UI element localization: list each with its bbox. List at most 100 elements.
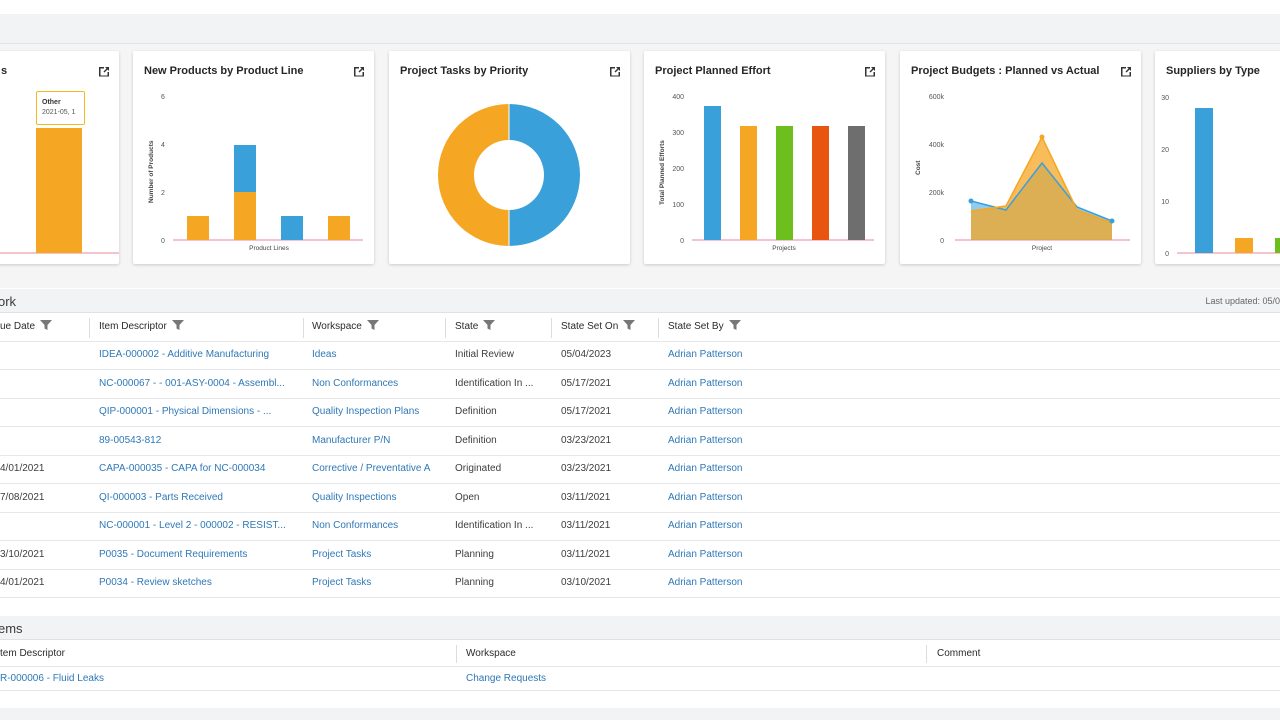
open-in-new-icon[interactable] <box>353 66 365 78</box>
cell-state-set-by-link[interactable]: Adrian Patterson <box>668 349 743 360</box>
y-tick-label: 0 <box>161 238 165 245</box>
bar[interactable] <box>36 128 82 253</box>
cell-due-date: 4/01/2021 <box>0 577 45 588</box>
chart-card-budgets: Project Budgets : Planned vs Actual 0 20… <box>900 51 1141 264</box>
open-in-new-icon[interactable] <box>864 66 876 78</box>
column-header-state-set-by[interactable]: State Set By <box>668 320 741 332</box>
cell-workspace-link[interactable]: Project Tasks <box>312 577 372 588</box>
open-in-new-icon[interactable] <box>98 66 110 78</box>
cell-state-set-by-link[interactable]: Adrian Patterson <box>668 548 743 560</box>
column-header-state-set-on[interactable]: State Set On <box>561 320 636 332</box>
y-tick-label: 400 <box>672 94 684 101</box>
cell-workspace-link[interactable]: Project Tasks <box>312 548 372 560</box>
open-in-new-icon[interactable] <box>1120 66 1132 78</box>
open-in-new-icon[interactable] <box>609 66 621 78</box>
row-divider <box>0 540 1280 541</box>
cell-state-set-on: 05/17/2021 <box>561 406 612 417</box>
card-title: Project Tasks by Priority <box>400 65 529 77</box>
cell-item-link[interactable]: 89-00543-812 <box>99 434 162 446</box>
cell-state: Initial Review <box>455 349 514 360</box>
filter-icon[interactable] <box>623 320 636 330</box>
area-series-orange[interactable] <box>971 137 1112 240</box>
bar[interactable] <box>1275 238 1280 253</box>
cell-workspace-link[interactable]: Corrective / Preventative A <box>312 463 431 474</box>
row-divider <box>0 369 1280 370</box>
bar[interactable] <box>234 192 256 240</box>
cell-item-link[interactable]: CAPA-000035 - CAPA for NC-000034 <box>99 463 266 474</box>
bar[interactable] <box>1235 238 1253 253</box>
cell-workspace-link[interactable]: Ideas <box>312 349 337 360</box>
cell-state-set-by-link[interactable]: Adrian Patterson <box>668 577 743 588</box>
bar[interactable] <box>187 216 209 240</box>
filter-icon[interactable] <box>483 320 496 330</box>
column-header-state[interactable]: State <box>455 320 496 332</box>
card-title: s <box>1 65 8 77</box>
column-header-due-date[interactable]: ue Date <box>0 320 53 332</box>
cell-item-link[interactable]: NC-000067 - - 001-ASY-0004 - Assembl... <box>99 377 285 389</box>
cell-item-link[interactable]: QIP-000001 - Physical Dimensions - ... <box>99 406 272 417</box>
bar[interactable] <box>328 216 350 240</box>
cell-state-set-by-link[interactable]: Adrian Patterson <box>668 520 743 531</box>
section-title: ems <box>0 621 23 636</box>
cell-state: Identification In ... <box>455 377 534 389</box>
filter-icon[interactable] <box>366 320 379 330</box>
pie-slice[interactable] <box>438 104 509 246</box>
bar[interactable] <box>740 126 757 240</box>
data-point[interactable] <box>1109 218 1115 224</box>
chart-card-partial: s <box>0 51 119 264</box>
chart-card-new-products: New Products by Product Line 0 2 4 6 Num… <box>133 51 374 264</box>
pie-slice[interactable] <box>509 104 580 246</box>
cell-state-set-on: 03/10/2021 <box>561 577 612 588</box>
cell-state-set-by-link[interactable]: Adrian Patterson <box>668 377 743 389</box>
cell-state: Originated <box>455 463 502 474</box>
cell-state: Identification In ... <box>455 520 534 531</box>
y-tick-label: 100 <box>672 202 684 209</box>
chart-tooltip: Other 2021-05, 1 <box>36 91 85 125</box>
cell-workspace-link[interactable]: Non Conformances <box>312 520 399 531</box>
chart-card-task-priority: Project Tasks by Priority <box>389 51 630 264</box>
y-tick-label: 300 <box>672 130 684 137</box>
bar[interactable] <box>848 126 865 240</box>
chart-svg: 0 2 4 6 Number of Products Product Lines <box>148 94 363 252</box>
cell-item-link[interactable]: P0034 - Review sketches <box>99 577 212 588</box>
cell-workspace-link[interactable]: Quality Inspections <box>312 491 397 503</box>
bar[interactable] <box>776 126 793 240</box>
data-point[interactable] <box>1039 134 1045 140</box>
y-tick-label: 6 <box>161 94 165 101</box>
row-divider <box>0 511 1280 513</box>
bar[interactable] <box>704 106 721 240</box>
filter-icon[interactable] <box>171 320 184 330</box>
cell-item-link[interactable]: NC-000001 - Level 2 - 000002 - RESIST... <box>99 520 286 531</box>
chart-svg: 0 200k 400k 600k Cost Project <box>915 94 1130 252</box>
filter-icon[interactable] <box>40 320 53 330</box>
bar[interactable] <box>234 145 256 192</box>
data-point[interactable] <box>968 198 974 204</box>
column-header-item-descriptor[interactable]: tem Descriptor <box>0 648 66 659</box>
column-header-item-descriptor[interactable]: Item Descriptor <box>99 320 184 332</box>
cell-item-link[interactable]: QI-000003 - Parts Received <box>99 491 223 503</box>
filter-icon[interactable] <box>728 320 741 330</box>
bar[interactable] <box>1195 108 1213 253</box>
cell-workspace-link[interactable]: Quality Inspection Plans <box>312 406 420 417</box>
cell-state-set-on: 03/23/2021 <box>561 463 612 474</box>
workspace-link[interactable]: Change Requests <box>466 673 547 684</box>
bar[interactable] <box>281 216 303 240</box>
cell-state-set-by-link[interactable]: Adrian Patterson <box>668 463 743 474</box>
cell-state: Definition <box>455 406 497 417</box>
cell-item-link[interactable]: IDEA-000002 - Additive Manufacturing <box>99 349 270 360</box>
cell-item-link[interactable]: P0035 - Document Requirements <box>99 548 248 560</box>
item-link[interactable]: R-000006 - Fluid Leaks <box>0 673 104 684</box>
cell-state-set-by-link[interactable]: Adrian Patterson <box>668 406 743 417</box>
cell-workspace-link[interactable]: Non Conformances <box>312 377 399 389</box>
column-header-workspace[interactable]: Workspace <box>312 320 379 332</box>
cell-state-set-by-link[interactable]: Adrian Patterson <box>668 434 743 446</box>
y-axis-label: Cost <box>915 160 922 175</box>
column-header-comment[interactable]: Comment <box>937 648 981 659</box>
column-header-workspace[interactable]: Workspace <box>466 648 516 659</box>
cell-state: Open <box>455 491 480 503</box>
cell-state-set-by-link[interactable]: Adrian Patterson <box>668 491 743 503</box>
bar[interactable] <box>812 126 829 240</box>
cell-state-set-on: 05/17/2021 <box>561 377 612 389</box>
cell-workspace-link[interactable]: Manufacturer P/N <box>312 434 391 446</box>
cell-state: Planning <box>455 548 494 560</box>
